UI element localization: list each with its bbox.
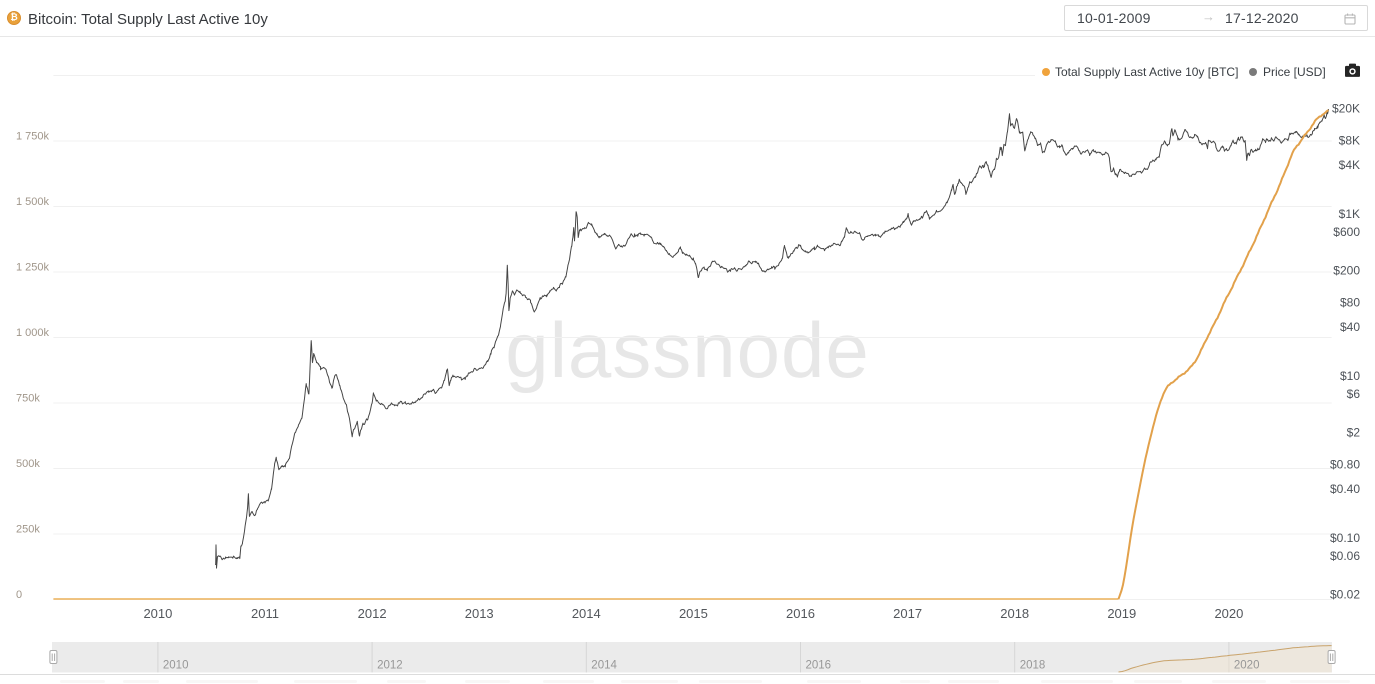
svg-text:2020: 2020 [1234,660,1260,672]
svg-text:2017: 2017 [893,606,922,621]
svg-text:2010: 2010 [143,606,172,621]
svg-text:250k: 250k [16,524,40,536]
svg-text:$0.40: $0.40 [1330,482,1360,496]
svg-text:750k: 750k [16,393,40,405]
svg-text:$10: $10 [1340,369,1360,383]
svg-text:$80: $80 [1340,296,1360,310]
svg-text:$4K: $4K [1339,158,1360,172]
svg-text:$0.06: $0.06 [1330,549,1360,563]
svg-text:0: 0 [16,589,22,601]
svg-text:1 000k: 1 000k [16,327,50,339]
svg-text:Total Supply Last Active 10y [: Total Supply Last Active 10y [BTC] [1055,65,1238,79]
svg-text:2012: 2012 [377,660,403,672]
svg-text:2014: 2014 [572,606,601,621]
svg-text:$40: $40 [1340,320,1360,334]
svg-text:1 250k: 1 250k [16,262,50,274]
svg-text:$0.02: $0.02 [1330,587,1360,601]
svg-text:$2: $2 [1347,425,1361,439]
svg-text:2018: 2018 [1020,660,1046,672]
svg-text:$600: $600 [1333,225,1360,239]
svg-text:1 500k: 1 500k [16,196,50,208]
svg-text:$8K: $8K [1339,134,1360,148]
svg-text:$6: $6 [1347,387,1361,401]
svg-text:2019: 2019 [1107,606,1136,621]
svg-text:2012: 2012 [358,606,387,621]
svg-text:$0.80: $0.80 [1330,458,1360,472]
svg-text:2015: 2015 [679,606,708,621]
svg-text:$1K: $1K [1339,207,1360,221]
svg-text:2016: 2016 [786,606,815,621]
svg-text:2014: 2014 [591,660,617,672]
svg-text:Price [USD]: Price [USD] [1263,65,1326,79]
svg-text:2020: 2020 [1214,606,1243,621]
svg-text:2016: 2016 [806,660,832,672]
svg-text:2010: 2010 [163,660,189,672]
svg-text:2013: 2013 [465,606,494,621]
svg-text:$200: $200 [1333,263,1360,277]
svg-text:2018: 2018 [1000,606,1029,621]
svg-text:2011: 2011 [251,606,279,621]
svg-text:$20K: $20K [1332,101,1360,115]
svg-text:1 750k: 1 750k [16,131,50,143]
svg-text:$0.10: $0.10 [1330,531,1360,545]
svg-text:500k: 500k [16,458,40,470]
